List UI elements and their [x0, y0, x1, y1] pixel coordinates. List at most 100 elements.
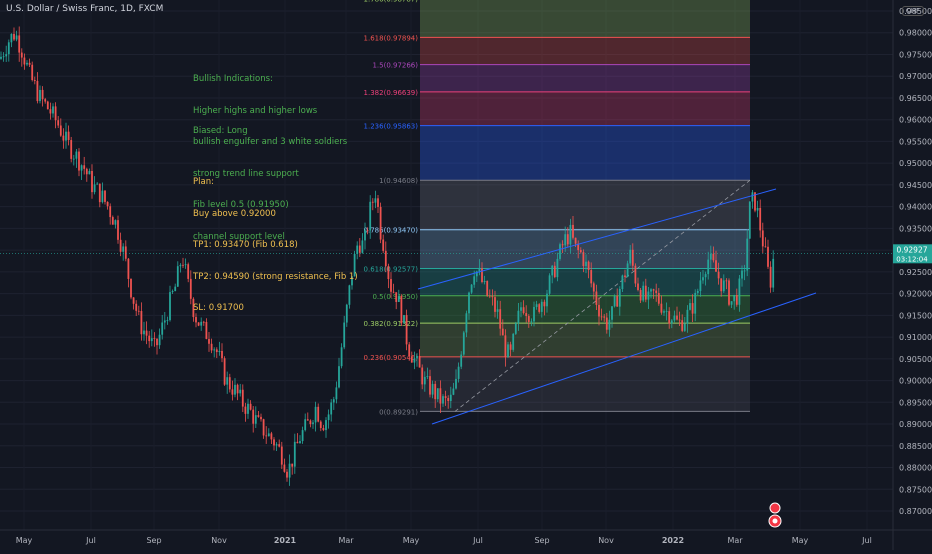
candle-body: [478, 268, 481, 272]
candle-body: [707, 259, 710, 275]
last-price-label: 0.92927: [896, 245, 927, 254]
candle-body: [353, 253, 356, 277]
candle-body: [416, 355, 418, 359]
fib-retracement[interactable]: 1.786(0.98787) 1.618(0.97894) 1.5(0.97266)…: [364, 0, 751, 416]
candle-body: [462, 332, 465, 355]
candle-body: [312, 422, 314, 425]
candle-body: [296, 441, 299, 444]
y-tick-label: 0.93500: [899, 224, 932, 233]
candle-body: [260, 416, 262, 420]
candle-body: [561, 244, 564, 246]
trend-channel[interactable]: [417, 188, 817, 425]
candle-body: [249, 403, 252, 410]
candle-body: [75, 151, 78, 159]
candle-body: [540, 301, 543, 312]
y-tick-label: 0.87000: [899, 507, 932, 516]
candle-body: [767, 246, 769, 267]
plan-title: Plan:: [193, 177, 214, 187]
currency-badge[interactable]: CHF: [901, 6, 924, 16]
candle-body: [122, 246, 125, 252]
event-markers[interactable]: [768, 502, 782, 528]
candle-body: [603, 316, 606, 318]
candle-body: [96, 183, 99, 185]
candle-body: [306, 419, 309, 421]
candle-body: [210, 343, 213, 351]
candle-body: [379, 206, 382, 240]
candle-body: [405, 315, 408, 345]
candle-body: [751, 192, 754, 202]
candle-body: [223, 358, 226, 385]
candle-body: [343, 322, 346, 348]
candle-body: [384, 250, 387, 267]
candle-body: [23, 57, 26, 65]
candle-body: [499, 309, 502, 329]
candle-body: [26, 62, 28, 65]
candle-body: [195, 317, 197, 323]
candle-body: [577, 243, 580, 251]
candle-body: [62, 135, 65, 141]
candle-body: [18, 35, 21, 53]
candle-body: [738, 278, 741, 305]
candle-body: [702, 277, 704, 281]
x-tick-label: Jul: [861, 536, 872, 545]
fib-level-label: 1.5(0.97266): [372, 62, 418, 70]
fib-level-label: 0.236(0.90546): [364, 354, 419, 362]
candle-body: [616, 296, 619, 307]
candle-body: [265, 435, 268, 437]
bullish-line: strong trend line support: [193, 168, 299, 179]
candle-body: [683, 323, 686, 331]
fib-zone: [420, 0, 750, 38]
candle-body: [772, 258, 775, 288]
plan-line: SL: 0.91700: [193, 303, 244, 313]
candle-body: [291, 463, 294, 467]
fib-zone: [420, 323, 750, 357]
candle-body: [486, 280, 489, 296]
candle-body: [338, 366, 340, 388]
candle-body: [283, 464, 286, 472]
candle-body: [595, 291, 598, 305]
candle-body: [67, 131, 70, 141]
x-tick-label: 2022: [662, 536, 684, 545]
x-tick-label: Nov: [598, 536, 614, 545]
candle-body: [273, 439, 275, 446]
candle-body: [327, 414, 330, 421]
candle-body: [678, 319, 681, 321]
candle-body: [335, 387, 338, 400]
candle-body: [317, 406, 320, 422]
candle-body: [421, 367, 424, 385]
candle-body: [5, 54, 8, 57]
candle-body: [754, 192, 756, 211]
candle-body: [88, 170, 91, 175]
candle-body: [418, 355, 421, 368]
last-price-badge: [893, 244, 932, 264]
y-tick-label: 0.98500: [899, 7, 932, 16]
candle-body: [36, 80, 39, 102]
candle-body: [340, 347, 343, 367]
candle-body: [704, 274, 707, 278]
candle-body: [228, 377, 231, 390]
candle-body: [325, 420, 327, 431]
candle-body: [322, 427, 325, 431]
candle-body: [488, 295, 491, 297]
bullish-title: Bullish Indications:: [193, 74, 273, 84]
candle-body: [254, 415, 257, 424]
candle-body: [226, 377, 229, 385]
candle-body: [722, 280, 725, 292]
candle-body: [145, 330, 148, 336]
fib-level-label: 1.618(0.97894): [364, 34, 419, 42]
candle-body: [686, 309, 689, 324]
candle-body: [439, 388, 442, 404]
candle-body: [725, 280, 728, 282]
chart-title: U.S. Dollar / Swiss Franc, 1D, FXCM: [6, 4, 164, 14]
fib-level-label: 1.382(0.96639): [364, 89, 419, 97]
candle-body: [436, 388, 439, 400]
candle-body: [522, 307, 525, 314]
y-tick-label: 0.92000: [899, 290, 932, 299]
event-marker-icon[interactable]: [769, 502, 781, 514]
y-tick-label: 0.95500: [899, 137, 932, 146]
candle-body: [330, 402, 333, 415]
plan-notes: Plan: Buy above 0.92000 TP1: 0.93470 (Fi…: [193, 156, 358, 324]
candle-body: [696, 290, 699, 293]
